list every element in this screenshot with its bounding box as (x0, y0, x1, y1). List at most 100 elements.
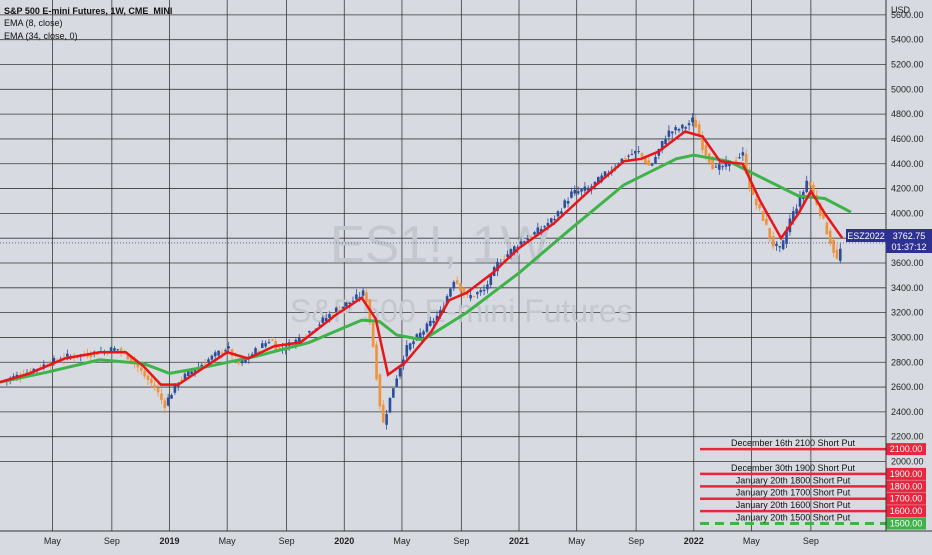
candle-body (163, 400, 167, 409)
candle-body (422, 331, 425, 335)
currency-label: USD (891, 5, 911, 15)
candle-body (825, 222, 829, 235)
candle-body (472, 296, 476, 298)
candle-body (771, 236, 775, 247)
candle-body (244, 358, 247, 363)
candle-body (146, 375, 150, 380)
candle-body (32, 368, 36, 372)
candle-body (126, 352, 130, 360)
candle-body (674, 127, 677, 131)
candle-body (808, 181, 812, 186)
y-tick-label: 4600.00 (891, 134, 924, 144)
x-tick-label: 2019 (159, 536, 179, 546)
candle-body (469, 295, 472, 299)
y-tick-label: 5400.00 (891, 35, 924, 45)
candle-body (761, 211, 765, 221)
candle-body (718, 164, 721, 170)
candle-body (523, 241, 526, 243)
candle-body (96, 354, 99, 356)
x-tick-label: Sep (803, 536, 819, 546)
candle-body (691, 117, 694, 123)
candle-body (324, 317, 328, 322)
badge-symbol: ESZ2022 (847, 231, 885, 241)
candle-body (267, 342, 271, 344)
order-price-tag: 2100.00 (890, 444, 923, 454)
order-price-tag-bg (886, 443, 926, 456)
candle-body (129, 356, 133, 362)
candle-body (277, 347, 281, 349)
candle-body (502, 259, 506, 261)
x-tick-label: May (743, 536, 761, 546)
y-tick-label: 4400.00 (891, 159, 924, 169)
candle-body (217, 350, 220, 356)
candle-body (153, 384, 157, 388)
candle-body (388, 397, 392, 413)
candle-body (573, 189, 577, 194)
candle-body (116, 349, 120, 351)
order-price-tag: 1600.00 (890, 506, 923, 516)
candle-body (109, 347, 113, 352)
candle-body (381, 404, 385, 423)
candle-body (187, 370, 190, 376)
candle-body (644, 157, 647, 164)
x-tick-label: 2020 (334, 536, 354, 546)
candle-body (180, 379, 183, 381)
x-tick-label: Sep (104, 536, 120, 546)
candle-body (351, 300, 355, 302)
order-lines: December 16th 2100 Short Put 2100.00 Decem… (700, 438, 926, 530)
candle-body (479, 290, 483, 293)
candle-body (203, 363, 207, 365)
candle-body (160, 393, 163, 401)
ema-slow-legend[interactable]: EMA (34, close, 0) (4, 31, 78, 41)
candle-body (210, 355, 214, 360)
order-price-tag-bg (886, 517, 926, 530)
y-tick-label: 4800.00 (891, 109, 924, 119)
candle-body (439, 310, 442, 316)
candle-body (183, 373, 187, 380)
candle-body (812, 185, 815, 194)
y-tick-label: 5600.00 (891, 10, 924, 20)
candle-body (654, 156, 657, 164)
candle-body (677, 128, 681, 131)
order-price-tag-bg (886, 505, 926, 518)
candle-body (455, 280, 459, 284)
candle-body (321, 317, 325, 323)
candle-body (328, 314, 331, 318)
y-tick-label: 3600.00 (891, 258, 924, 268)
symbol-title[interactable]: S&P 500 E-mini Futures, 1W, CME_MINI (4, 6, 172, 16)
candle-body (566, 200, 570, 204)
candle-body (378, 374, 382, 407)
candle-body (697, 124, 701, 137)
candle-body (139, 367, 143, 371)
candle-body (271, 339, 274, 341)
candle-body (207, 359, 210, 363)
candle-body (344, 302, 348, 307)
candle-body (775, 243, 778, 246)
order-price-tag-bg (886, 480, 926, 493)
candle-body (593, 181, 597, 186)
candle-body (223, 350, 227, 352)
candle-body (489, 273, 493, 285)
ema-fast-legend[interactable]: EMA (8, close) (4, 18, 63, 28)
candle-body (408, 343, 412, 350)
candle-body (482, 289, 486, 292)
candle-body (536, 227, 540, 235)
candle-body (701, 135, 704, 151)
candle-body (681, 124, 684, 129)
y-tick-label: 5000.00 (891, 84, 924, 94)
candle-body (667, 130, 671, 137)
candle-body (546, 223, 550, 226)
candle-body (519, 241, 523, 245)
candle-body (603, 171, 607, 178)
candle-body (308, 331, 311, 333)
candle-body (358, 296, 362, 299)
candle-body (513, 246, 516, 253)
y-tick-label: 3400.00 (891, 283, 924, 293)
candle-body (331, 315, 335, 317)
candle-body (664, 139, 667, 145)
candle-body (758, 203, 761, 209)
order-price-tag: 1800.00 (890, 481, 923, 491)
candle-body (670, 131, 674, 134)
candle-body (264, 343, 267, 347)
